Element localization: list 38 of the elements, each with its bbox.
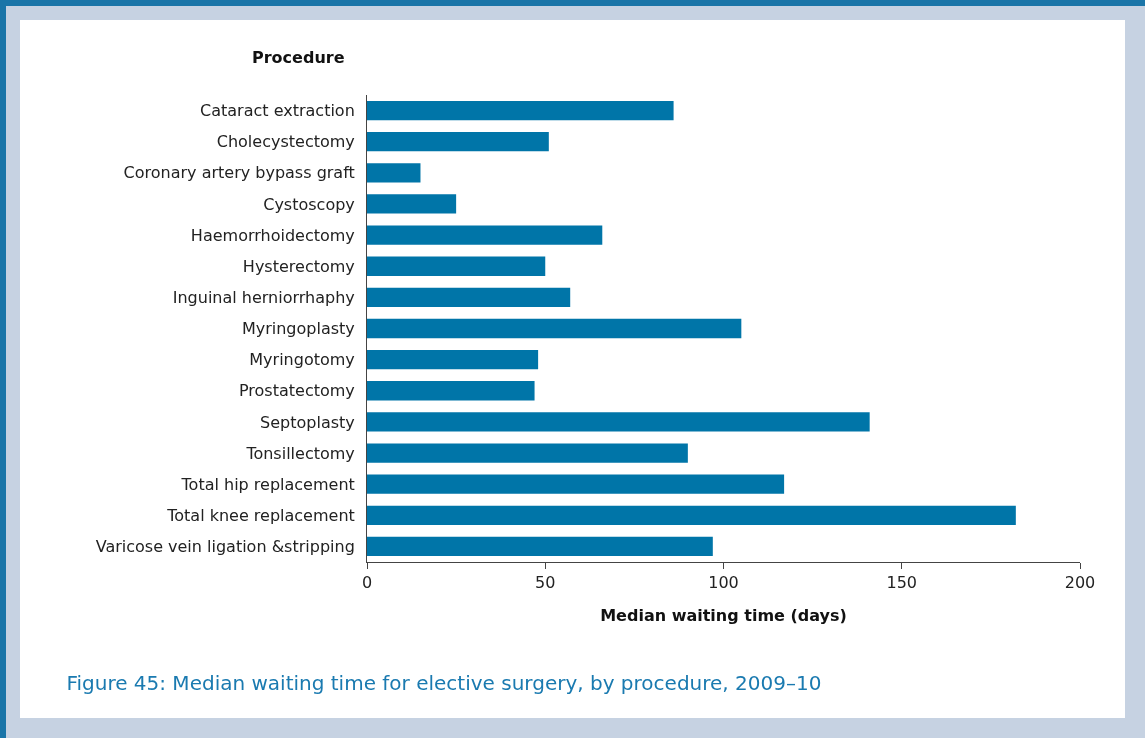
y-tick-label: Cataract extraction <box>200 101 355 121</box>
x-axis-title: Median waiting time (days) <box>600 605 847 625</box>
y-tick-label: Hysterectomy <box>242 256 355 276</box>
x-tick-label: 200 <box>1064 573 1096 593</box>
bar <box>367 287 571 308</box>
bar <box>367 225 603 245</box>
y-tick-label: Septoplasty <box>260 412 355 432</box>
bar <box>367 505 1016 525</box>
y-tick-label: Total knee replacement <box>166 505 355 525</box>
x-tick-label: 150 <box>886 573 918 593</box>
y-tick-label: Myringoplasty <box>241 319 355 339</box>
bar <box>367 132 549 152</box>
x-tick-label: 0 <box>361 573 373 593</box>
bar <box>367 194 457 214</box>
x-tick-label: 50 <box>535 573 556 593</box>
y-tick-label: Prostatectomy <box>238 381 355 401</box>
y-tick-label: Coronary artery bypass graft <box>123 163 355 183</box>
y-axis-title: Procedure <box>252 48 345 67</box>
text: Figure 45: Median waiting time for elective surgery, by procedure, 2009–10 <box>66 670 822 695</box>
bar <box>367 349 539 370</box>
bar <box>367 163 421 183</box>
bar <box>367 256 546 276</box>
bar <box>367 381 535 401</box>
bar <box>367 318 742 339</box>
y-tick-label: Cystoscopy <box>263 194 355 214</box>
y-tick-label: Total hip replacement <box>180 474 355 494</box>
bar <box>367 474 785 494</box>
bar <box>367 536 713 557</box>
bar <box>367 443 688 463</box>
bar <box>367 412 870 432</box>
y-tick-label: Haemorrhoidectomy <box>190 225 355 245</box>
y-tick-label: Inguinal herniorrhaphy <box>172 287 355 307</box>
y-tick-label: Tonsillectomy <box>245 443 355 463</box>
y-tick-label: Myringotomy <box>249 350 355 370</box>
y-tick-label: Cholecystectomy <box>216 132 355 152</box>
bar <box>367 100 674 121</box>
y-tick-label: Varicose vein ligation &stripping <box>95 537 355 557</box>
x-tick-label: 100 <box>708 573 739 593</box>
